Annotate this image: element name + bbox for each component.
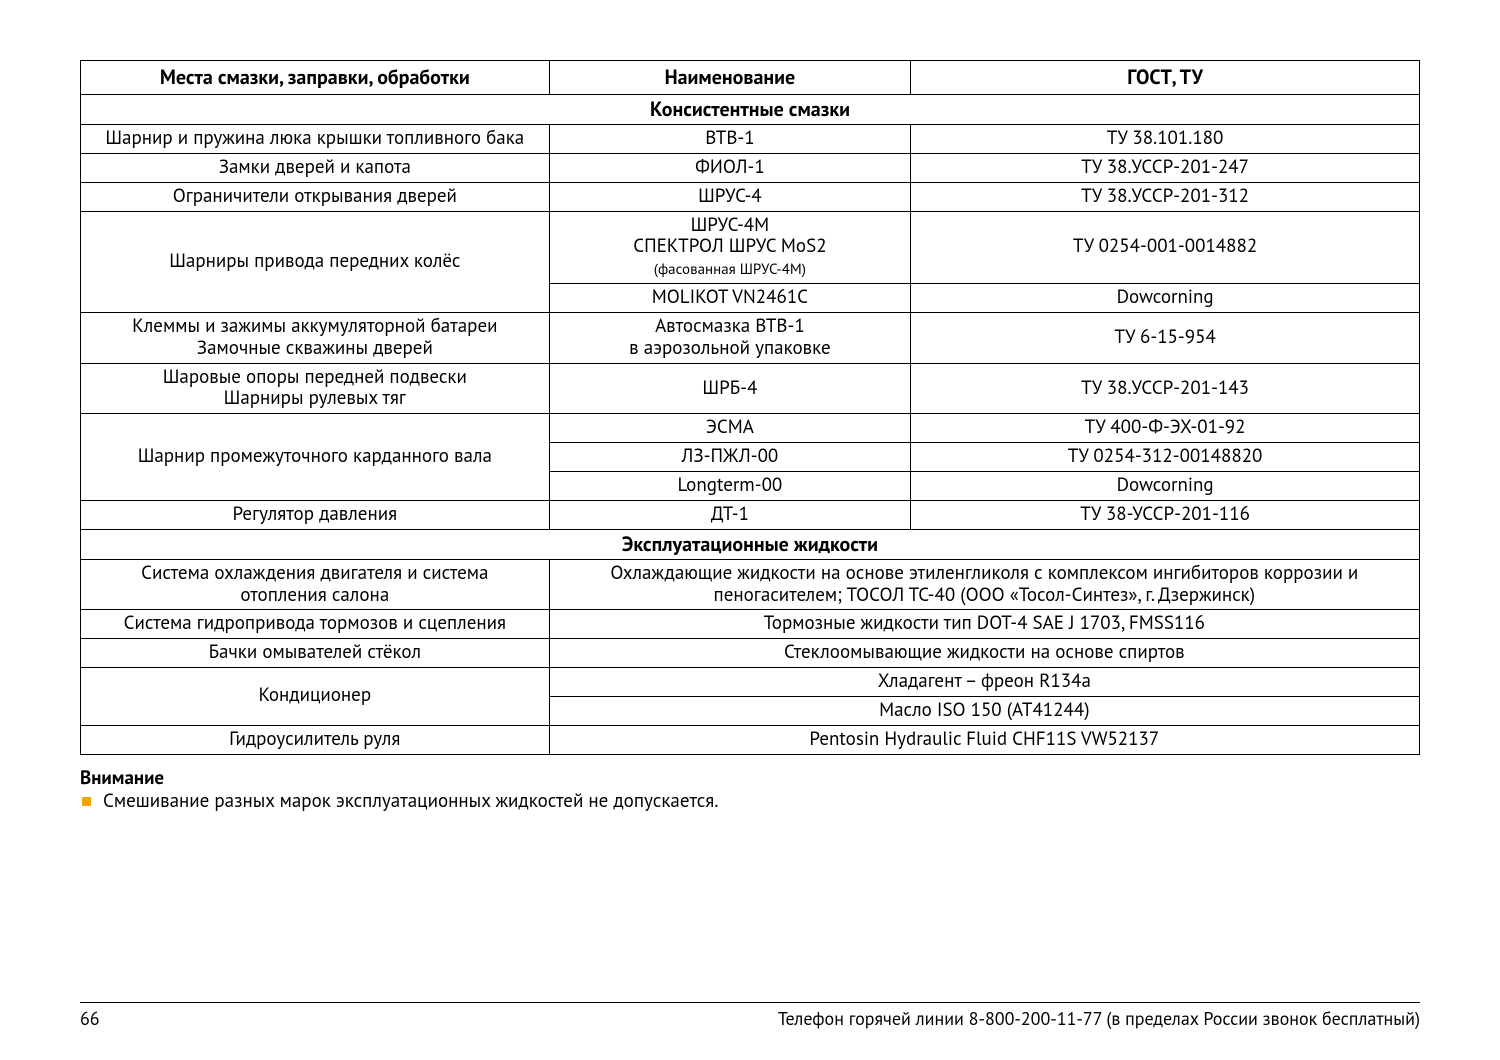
cell-line: Шаровые опоры передней подвески [163,365,467,389]
cell-standard: ТУ 6-15-954 [911,312,1420,363]
table-row: Бачки омывателей стёкол Стеклоомывающие … [81,639,1420,668]
cell-location: Замки дверей и капота [81,153,550,182]
cell-name: ШРБ-4 [549,363,911,414]
cell-standard: ТУ 38.УССР-201-312 [911,182,1420,211]
table-row: Ограничители открывания дверей ШРУС-4 ТУ… [81,182,1420,211]
attention-block: Внимание Смешивание разных марок эксплуа… [80,767,1420,815]
cell-location: Шарниры привода передних колёс [81,211,550,312]
cell-merged: Охлаждающие жидкости на основе этиленгли… [549,559,1419,610]
table-row: Клеммы и зажимы аккумуляторной батареи З… [81,312,1420,363]
cell-line: Шарниры рулевых тяг [224,386,406,410]
attention-line: Смешивание разных марок эксплуатационных… [80,790,1420,814]
cell-merged: Хладагент – фреон R134a [549,668,1419,697]
cell-name-line: ШРУС-4М [691,213,770,237]
table-row: Регулятор давления ДТ-1 ТУ 38-УССР-201-1… [81,500,1420,529]
cell-standard: ТУ 38-УССР-201-116 [911,500,1420,529]
cell-merged: Тормозные жидкости тип DOT-4 SAE J 1703,… [549,610,1419,639]
section1-title: Консистентные смазки [81,95,1420,125]
cell-merged: Стеклоомывающие жидкости на основе спирт… [549,639,1419,668]
table-header-row: Места смазки, заправки, обработки Наимен… [81,61,1420,95]
cell-standard: ТУ 38.УССР-201-143 [911,363,1420,414]
cell-location: Система охлаждения двигателя и система о… [81,559,550,610]
attention-label: Внимание [80,767,1420,791]
cell-line: Клеммы и зажимы аккумуляторной батареи [132,314,497,338]
table-row: Замки дверей и капота ФИОЛ-1 ТУ 38.УССР-… [81,153,1420,182]
page-number: 66 [80,1007,100,1030]
cell-name: ЛЗ-ПЖЛ-00 [549,443,911,472]
cell-location: Бачки омывателей стёкол [81,639,550,668]
table-row: Шарнир и пружина люка крышки топливного … [81,125,1420,154]
cell-location: Шарнир и пружина люка крышки топливного … [81,125,550,154]
cell-standard: ТУ 38.УССР-201-247 [911,153,1420,182]
cell-standard: Dowcorning [911,284,1420,313]
cell-name-line: СПЕКТРОЛ ШРУС MoS2 [633,234,826,258]
hotline-text: Телефон горячей линии 8-800-200-11-77 (в… [778,1007,1420,1030]
header-col1: Места смазки, заправки, обработки [81,61,550,95]
cell-name: ВТВ-1 [549,125,911,154]
cell-name: ШРУС-4М СПЕКТРОЛ ШРУС MoS2 (фасованная Ш… [549,211,911,284]
bullet-icon [82,797,91,806]
table-row: Шаровые опоры передней подвески Шарниры … [81,363,1420,414]
cell-merged: Масло ISO 150 (AT41244) [549,696,1419,725]
cell-name: ЭСМА [549,414,911,443]
cell-line: Система охлаждения двигателя и система [141,561,488,585]
cell-standard: ТУ 0254-001-0014882 [911,211,1420,284]
header-col3: ГОСТ, ТУ [911,61,1420,95]
table-row: Кондиционер Хладагент – фреон R134a [81,668,1420,697]
cell-location: Ограничители открывания дверей [81,182,550,211]
table-row: Система гидропривода тормозов и сцеплени… [81,610,1420,639]
cell-name-sub: (фасованная ШРУС-4М) [654,260,806,279]
cell-name: Longterm-00 [549,471,911,500]
table-row: Гидроусилитель руля Pentosin Hydraulic F… [81,725,1420,754]
table-row: Шарнир промежуточного карданного вала ЭС… [81,414,1420,443]
cell-name: ШРУС-4 [549,182,911,211]
attention-text: Смешивание разных марок эксплуатационных… [103,790,718,814]
header-col2: Наименование [549,61,911,95]
cell-name: ДТ-1 [549,500,911,529]
cell-standard: Dowcorning [911,471,1420,500]
cell-location: Шарнир промежуточного карданного вала [81,414,550,501]
cell-location: Клеммы и зажимы аккумуляторной батареи З… [81,312,550,363]
cell-location: Шаровые опоры передней подвески Шарниры … [81,363,550,414]
cell-line: в аэрозольной упаковке [629,336,831,360]
table-row: Система охлаждения двигателя и система о… [81,559,1420,610]
cell-line: Автосмазка ВТВ-1 [655,314,805,338]
cell-location: Гидроусилитель руля [81,725,550,754]
cell-name: Автосмазка ВТВ-1 в аэрозольной упаковке [549,312,911,363]
table-row: Шарниры привода передних колёс ШРУС-4М С… [81,211,1420,284]
page-footer: 66 Телефон горячей линии 8-800-200-11-77… [80,1002,1420,1030]
cell-name: MOLIKOT VN2461C [549,284,911,313]
cell-location: Регулятор давления [81,500,550,529]
cell-name: ФИОЛ-1 [549,153,911,182]
section2-title: Эксплуатационные жидкости [81,529,1420,559]
lubricants-table: Места смазки, заправки, обработки Наимен… [80,60,1420,755]
cell-location: Система гидропривода тормозов и сцеплени… [81,610,550,639]
cell-line: отопления салона [240,583,389,607]
cell-standard: ТУ 0254-312-00148820 [911,443,1420,472]
cell-standard: ТУ 400-Ф-ЭХ-01-92 [911,414,1420,443]
cell-merged: Pentosin Hydraulic Fluid CHF11S VW52137 [549,725,1419,754]
section-header-row: Эксплуатационные жидкости [81,529,1420,559]
section-header-row: Консистентные смазки [81,95,1420,125]
cell-standard: ТУ 38.101.180 [911,125,1420,154]
cell-location: Кондиционер [81,668,550,726]
cell-line: Замочные скважины дверей [197,336,433,360]
